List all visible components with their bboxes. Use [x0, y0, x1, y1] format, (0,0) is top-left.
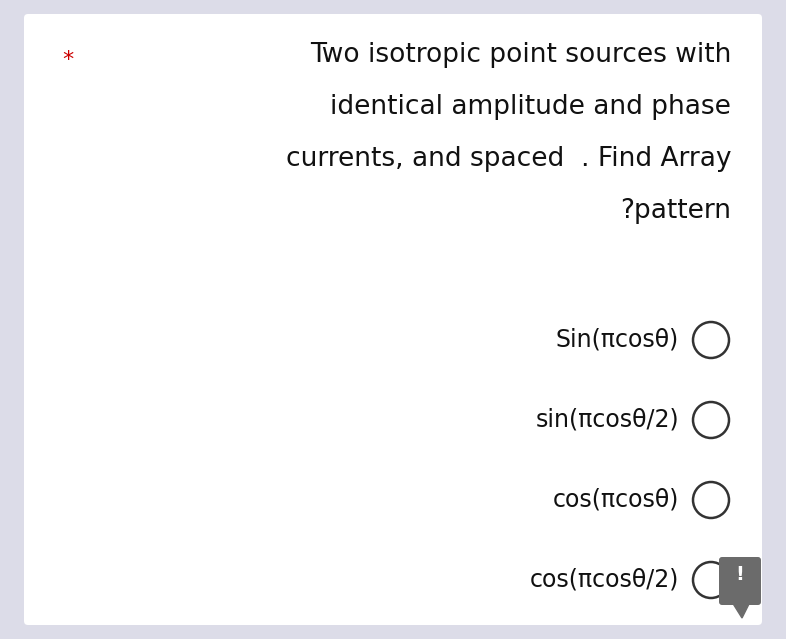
Text: Two isotropic point sources with: Two isotropic point sources with [310, 42, 731, 68]
Text: cos(πcosθ): cos(πcosθ) [553, 488, 679, 512]
Text: cos(πcosθ/2): cos(πcosθ/2) [530, 568, 679, 592]
Polygon shape [732, 602, 750, 618]
Text: !: ! [736, 566, 744, 585]
Text: *: * [62, 50, 74, 70]
FancyBboxPatch shape [24, 14, 762, 625]
FancyBboxPatch shape [719, 557, 761, 605]
Text: Sin(πcosθ): Sin(πcosθ) [556, 328, 679, 352]
Text: sin(πcosθ/2): sin(πcosθ/2) [535, 408, 679, 432]
Text: currents, and spaced  . Find Array: currents, and spaced . Find Array [285, 146, 731, 172]
Text: identical amplitude and phase: identical amplitude and phase [330, 94, 731, 120]
Text: ?pattern: ?pattern [620, 198, 731, 224]
